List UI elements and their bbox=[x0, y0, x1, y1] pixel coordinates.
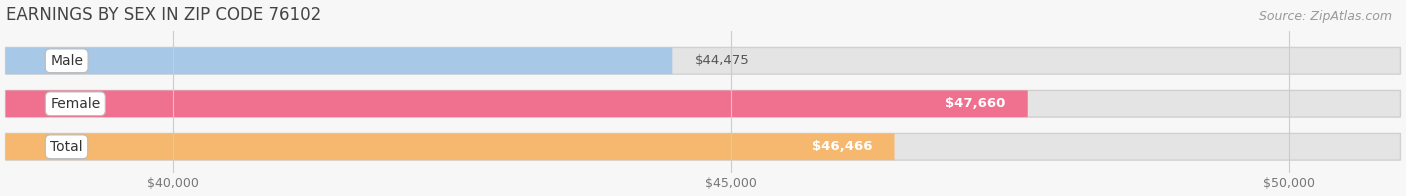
Text: $44,475: $44,475 bbox=[695, 54, 749, 67]
FancyBboxPatch shape bbox=[6, 90, 1400, 117]
Text: Male: Male bbox=[51, 54, 83, 68]
FancyBboxPatch shape bbox=[6, 47, 672, 74]
FancyBboxPatch shape bbox=[6, 47, 1400, 74]
FancyBboxPatch shape bbox=[6, 133, 1400, 160]
Text: $47,660: $47,660 bbox=[945, 97, 1005, 110]
Text: Female: Female bbox=[51, 97, 100, 111]
Text: EARNINGS BY SEX IN ZIP CODE 76102: EARNINGS BY SEX IN ZIP CODE 76102 bbox=[6, 5, 321, 24]
FancyBboxPatch shape bbox=[6, 133, 894, 160]
FancyBboxPatch shape bbox=[6, 90, 1028, 117]
Text: $46,466: $46,466 bbox=[811, 140, 872, 153]
Text: Source: ZipAtlas.com: Source: ZipAtlas.com bbox=[1258, 10, 1392, 23]
Text: Total: Total bbox=[51, 140, 83, 154]
